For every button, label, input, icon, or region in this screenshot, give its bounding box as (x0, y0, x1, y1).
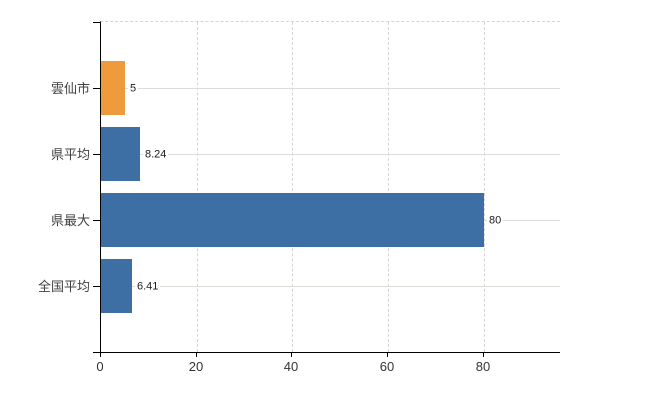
axis-edge-tick (93, 352, 100, 353)
gridline-vertical (484, 22, 485, 352)
category-tick (93, 88, 100, 89)
bar (101, 127, 140, 181)
gridline-horizontal (101, 286, 560, 287)
category-label: 雲仙市 (50, 81, 90, 96)
x-axis-tick (483, 353, 484, 357)
value-label: 5 (128, 82, 139, 96)
bar (101, 61, 125, 115)
axis-edge-tick (93, 22, 100, 23)
gridline-horizontal (101, 88, 560, 89)
x-axis-tick (196, 353, 197, 357)
x-tick-label: 0 (96, 359, 104, 374)
bar (101, 193, 484, 247)
x-tick-label: 20 (188, 359, 204, 374)
category-tick (93, 154, 100, 155)
category-label: 県最大 (50, 213, 90, 228)
x-tick-label: 80 (475, 359, 491, 374)
x-axis-tick (387, 353, 388, 357)
gridline-vertical (388, 22, 389, 352)
plot-area: 5 8.24 80 6.41 (100, 21, 560, 353)
gridline-vertical (292, 22, 293, 352)
x-axis-tick (291, 353, 292, 357)
value-label: 6.41 (135, 280, 161, 294)
gridline-horizontal (101, 154, 560, 155)
category-tick (93, 286, 100, 287)
category-label: 県平均 (50, 147, 90, 162)
x-tick-label: 60 (379, 359, 395, 374)
value-label: 80 (487, 214, 504, 228)
value-label: 8.24 (143, 148, 169, 162)
x-axis-tick (100, 353, 101, 357)
gridline-vertical (197, 22, 198, 352)
x-tick-label: 40 (283, 359, 299, 374)
bar (101, 259, 132, 313)
category-label: 全国平均 (37, 279, 90, 294)
category-tick (93, 220, 100, 221)
